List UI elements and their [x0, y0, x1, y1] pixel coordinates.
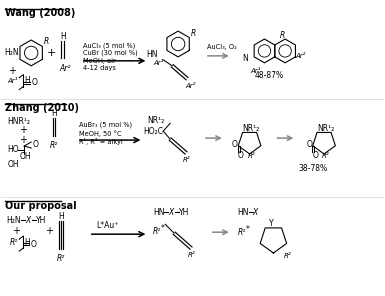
Text: R²: R² — [322, 153, 330, 159]
Text: R²: R² — [50, 141, 58, 150]
Text: Our proposal: Our proposal — [5, 200, 77, 210]
Text: HO: HO — [7, 145, 19, 155]
Text: *: * — [160, 224, 164, 233]
Text: H: H — [24, 76, 30, 85]
Text: NR¹₂: NR¹₂ — [243, 124, 260, 133]
Text: Zhang (2010): Zhang (2010) — [5, 103, 79, 113]
Text: X: X — [25, 216, 30, 225]
Text: Ar²: Ar² — [59, 64, 70, 73]
Text: X: X — [168, 208, 173, 217]
Text: YH: YH — [36, 216, 47, 225]
Text: HN: HN — [238, 208, 249, 217]
Text: L*Au⁺: L*Au⁺ — [97, 221, 119, 230]
Text: NR¹₂: NR¹₂ — [147, 116, 164, 125]
Text: H: H — [51, 109, 57, 118]
Text: R²: R² — [283, 253, 291, 259]
Text: HN: HN — [153, 208, 165, 217]
Text: H₂N: H₂N — [7, 216, 21, 225]
Text: HN: HN — [146, 50, 157, 59]
Text: 38-78%: 38-78% — [298, 164, 328, 173]
Text: Ar²: Ar² — [185, 83, 196, 89]
Text: +: + — [12, 226, 20, 236]
Text: Ar¹: Ar¹ — [251, 68, 261, 74]
Text: Y: Y — [270, 219, 274, 228]
Text: CuBr (30 mol %): CuBr (30 mol %) — [83, 50, 137, 56]
Text: AuBr₃ (5 mol %): AuBr₃ (5 mol %) — [79, 122, 132, 128]
Text: R¹: R¹ — [238, 228, 246, 237]
Text: O: O — [306, 139, 312, 149]
Text: R²: R² — [188, 252, 196, 258]
Text: O: O — [312, 152, 318, 160]
Text: +: + — [46, 48, 56, 58]
Text: R: R — [280, 30, 285, 40]
Text: NR¹₂: NR¹₂ — [317, 124, 334, 133]
Text: H₂N: H₂N — [4, 49, 19, 57]
Text: O: O — [32, 139, 38, 149]
Text: +: + — [45, 226, 53, 236]
Text: 4-12 days: 4-12 days — [83, 65, 116, 71]
Text: R¹: R¹ — [153, 227, 162, 236]
Text: R²: R² — [183, 157, 191, 163]
Text: +: + — [19, 125, 27, 135]
Text: MeOH, 50 °C: MeOH, 50 °C — [79, 130, 121, 136]
Text: 48-87%: 48-87% — [255, 71, 284, 80]
Text: O: O — [31, 78, 37, 87]
Text: Wang (2008): Wang (2008) — [5, 8, 76, 18]
Text: *: * — [246, 225, 249, 234]
Text: R²: R² — [57, 254, 65, 263]
Text: H: H — [58, 212, 64, 221]
Text: O: O — [238, 152, 244, 160]
Text: +: + — [8, 66, 16, 76]
Text: R²: R² — [248, 153, 255, 159]
Text: AuCl₃, O₂: AuCl₃, O₂ — [207, 44, 237, 50]
Text: OH: OH — [19, 152, 31, 161]
Text: R¹: R¹ — [9, 238, 18, 247]
Text: Ar¹: Ar¹ — [7, 78, 18, 84]
Text: AuCl₃ (5 mol %): AuCl₃ (5 mol %) — [83, 43, 135, 49]
Text: HNR¹₂: HNR¹₂ — [7, 117, 30, 126]
Text: R¹, R² = alkyl: R¹, R² = alkyl — [79, 138, 122, 144]
Text: N: N — [243, 54, 248, 63]
Text: MeOH, air: MeOH, air — [83, 58, 116, 64]
Text: +: + — [19, 135, 27, 145]
Text: O: O — [232, 139, 238, 149]
Text: X: X — [253, 208, 258, 217]
Text: H: H — [60, 32, 66, 41]
Text: HO₂C: HO₂C — [143, 127, 163, 136]
Text: H: H — [24, 238, 30, 247]
Text: R: R — [44, 36, 49, 46]
Text: Ar²: Ar² — [295, 53, 305, 59]
Text: R: R — [191, 29, 196, 38]
Text: Ar¹: Ar¹ — [153, 60, 164, 66]
Text: O: O — [30, 239, 36, 249]
Text: OH: OH — [7, 160, 19, 169]
Text: YH: YH — [179, 208, 189, 217]
